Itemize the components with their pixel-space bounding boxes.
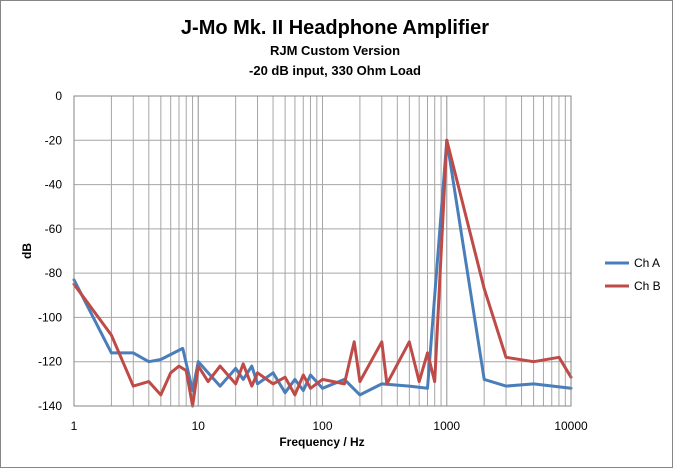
x-tick-label: 100: [312, 419, 332, 433]
grid-lines: [74, 96, 571, 406]
y-tick-label: -120: [38, 355, 62, 369]
chart-title: J-Mo Mk. II Headphone Amplifier: [181, 17, 489, 39]
x-tick-labels: 1 10 100 1000 10000: [71, 419, 588, 433]
x-axis-title: Frequency / Hz: [279, 435, 364, 449]
y-tick-label: -60: [45, 222, 63, 236]
chart-subtitle-line-1: RJM Custom Version: [270, 43, 400, 58]
series-layer: [72, 138, 573, 408]
y-tick-label: -20: [45, 133, 63, 147]
legend: Ch A Ch B: [605, 256, 661, 293]
series-line-ch-b: [72, 138, 573, 408]
x-tick-label: 1: [71, 419, 78, 433]
y-tick-label: -140: [38, 399, 62, 413]
x-tick-label: 10000: [554, 419, 588, 433]
plot-border: [73, 95, 572, 407]
x-tick-label: 1000: [433, 419, 460, 433]
y-tick-label: -40: [45, 178, 63, 192]
y-tick-label: -100: [38, 310, 62, 324]
x-tick-label: 10: [192, 419, 206, 433]
y-tick-label: 0: [55, 89, 62, 103]
y-axis-title: dB: [20, 243, 34, 259]
series-line-ch-a: [72, 138, 573, 397]
legend-label: Ch A: [634, 256, 660, 270]
y-tick-labels: 0 -20 -40 -60 -80 -100 -120 -140: [38, 89, 62, 413]
legend-label: Ch B: [634, 279, 661, 293]
y-tick-label: -80: [45, 266, 63, 280]
chart-subtitle-line-2: -20 dB input, 330 Ohm Load: [249, 63, 421, 78]
